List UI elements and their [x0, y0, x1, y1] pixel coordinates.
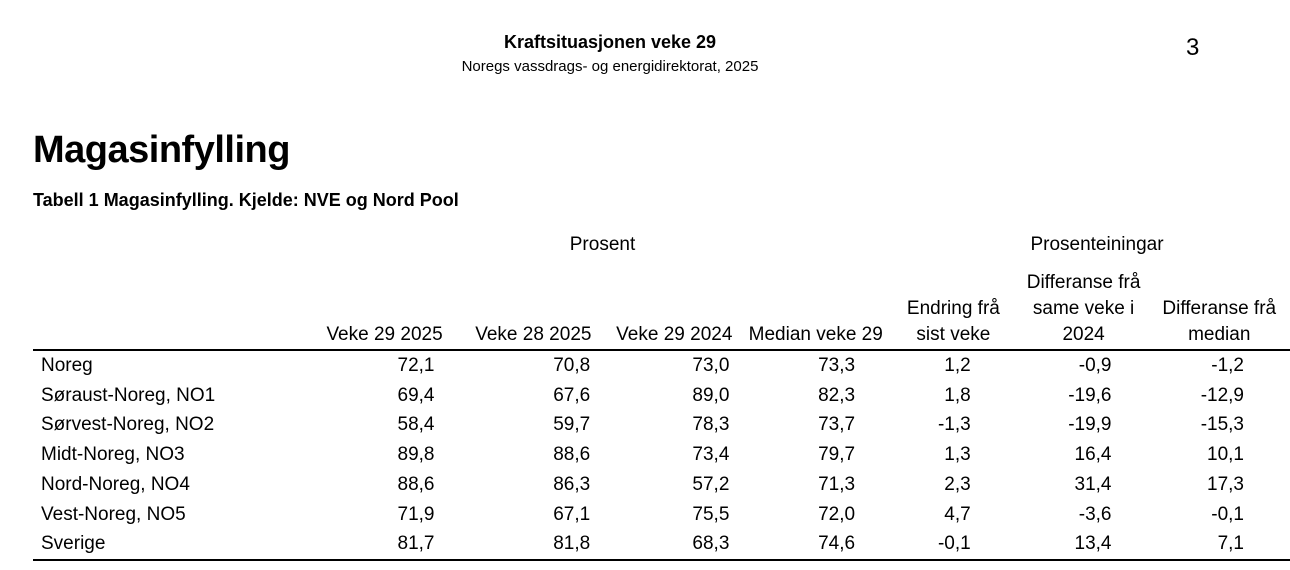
cell-median-week29: 74,6 — [743, 529, 889, 561]
cell-diff-median: -1,2 — [1211, 355, 1244, 376]
cell-week29-2024: 68,3 — [605, 529, 744, 561]
row-region: Noreg — [41, 355, 93, 376]
cell-diff-median: -12,9 — [1200, 384, 1244, 406]
column-header-diff-median: Differanse frå median — [1148, 268, 1290, 351]
cell-median-week29: 71,3 — [818, 473, 856, 495]
cell-week29-2024: 73,4 — [692, 444, 730, 466]
column-header-change-last-week: Endring frå sist veke — [888, 268, 1019, 351]
cell-diff-same-week-2024: 13,4 — [1018, 529, 1149, 561]
cell-diff-median: -15,3 — [1200, 414, 1244, 436]
table-row: Noreg 72,1 70,8 73,0 73,3 1,2 -0,9 -1,2 — [33, 350, 1290, 381]
cell-week29-2025: 71,9 — [397, 503, 435, 525]
table-caption: Tabell 1 Magasinfylling. Kjelde: NVE og … — [33, 190, 459, 210]
cell-week28-2025: 67,6 — [553, 384, 591, 406]
column-header-week28-2025: Veke 28 2025 — [461, 268, 606, 351]
cell-change-last-week: 1,8 — [944, 384, 971, 406]
row-region: Vest-Noreg, NO5 — [41, 503, 186, 525]
cell-diff-median: 10,1 — [1207, 444, 1244, 466]
cell-change-last-week: 2,3 — [944, 473, 971, 495]
cell-week29-2024: 78,3 — [692, 414, 730, 436]
cell-diff-median: 17,3 — [1207, 473, 1244, 495]
row-region: Sverige — [33, 529, 308, 561]
row-region: Nord-Noreg, NO4 — [41, 473, 190, 495]
cell-median-week29: 73,3 — [818, 355, 856, 376]
cell-week29-2024: 75,5 — [692, 503, 730, 525]
column-header-diff-same-week-2024: Differanse frå same veke i 2024 — [1018, 268, 1149, 351]
cell-change-last-week: 1,3 — [944, 444, 971, 466]
row-region: Søraust-Noreg, NO1 — [41, 384, 216, 406]
cell-diff-same-week-2024: -19,6 — [1068, 384, 1112, 406]
cell-week29-2024: 57,2 — [692, 473, 730, 495]
cell-week29-2024: 89,0 — [692, 384, 730, 406]
cell-week28-2025: 59,7 — [553, 414, 591, 436]
column-header-median-week29: Median veke 29 — [743, 268, 889, 351]
cell-week28-2025: 86,3 — [553, 473, 591, 495]
table-row: Nord-Noreg, NO4 88,6 86,3 57,2 71,3 2,3 … — [33, 470, 1290, 500]
group-header-prosenteiningar: Prosenteiningar — [1030, 234, 1164, 255]
group-header-prosent: Prosent — [569, 234, 636, 255]
cell-change-last-week: 4,7 — [944, 503, 971, 525]
cell-week28-2025: 70,8 — [553, 355, 591, 376]
cell-week29-2025: 81,7 — [307, 529, 462, 561]
cell-diff-same-week-2024: 16,4 — [1074, 444, 1112, 466]
column-header-week29-2024: Veke 29 2024 — [605, 268, 744, 351]
cell-change-last-week: -0,1 — [888, 529, 1019, 561]
cell-week28-2025: 81,8 — [461, 529, 606, 561]
cell-week29-2025: 58,4 — [397, 414, 435, 436]
cell-week29-2025: 72,1 — [397, 355, 435, 376]
cell-diff-same-week-2024: -0,9 — [1078, 355, 1112, 376]
cell-diff-median: -0,1 — [1211, 503, 1244, 525]
table-row: Sverige 81,7 81,8 68,3 74,6 -0,1 13,4 7,… — [33, 529, 1290, 561]
table-header: Veke 29 2025 Veke 28 2025 Veke 29 2024 M… — [33, 268, 1290, 351]
cell-median-week29: 72,0 — [818, 503, 856, 525]
table-row: Vest-Noreg, NO5 71,9 67,1 75,5 72,0 4,7 … — [33, 500, 1290, 530]
cell-week28-2025: 67,1 — [553, 503, 591, 525]
document-subtitle: Noregs vassdrags- og energidirektorat, 2… — [461, 58, 759, 75]
table-row: Søraust-Noreg, NO1 69,4 67,6 89,0 82,3 1… — [33, 381, 1290, 411]
cell-diff-median: 7,1 — [1148, 529, 1290, 561]
cell-week28-2025: 88,6 — [553, 444, 591, 466]
page-number: 3 — [1186, 34, 1200, 61]
table-body: Noreg 72,1 70,8 73,0 73,3 1,2 -0,9 -1,2 … — [33, 350, 1290, 561]
document-header: Kraftsituasjonen veke 29 Noregs vassdrag… — [0, 30, 1220, 78]
cell-diff-same-week-2024: -19,9 — [1068, 414, 1112, 436]
cell-median-week29: 82,3 — [818, 384, 856, 406]
cell-week29-2025: 88,6 — [397, 473, 435, 495]
document-title: Kraftsituasjonen veke 29 — [503, 32, 717, 52]
reservoir-table: Veke 29 2025 Veke 28 2025 Veke 29 2024 M… — [33, 268, 1290, 561]
row-region: Midt-Noreg, NO3 — [41, 444, 185, 466]
table-row: Sørvest-Noreg, NO2 58,4 59,7 78,3 73,7 -… — [33, 410, 1290, 440]
row-region: Sørvest-Noreg, NO2 — [41, 414, 215, 436]
cell-week29-2025: 69,4 — [397, 384, 435, 406]
cell-change-last-week: 1,2 — [944, 355, 971, 376]
table-row: Midt-Noreg, NO3 89,8 88,6 73,4 79,7 1,3 … — [33, 440, 1290, 470]
header-row: Veke 29 2025 Veke 28 2025 Veke 29 2024 M… — [33, 268, 1290, 351]
cell-week29-2025: 89,8 — [397, 444, 435, 466]
column-header-week29-2025: Veke 29 2025 — [307, 268, 462, 351]
cell-change-last-week: -1,3 — [937, 414, 971, 436]
section-title: Magasinfylling — [33, 129, 290, 171]
column-header-region — [33, 268, 308, 351]
cell-week29-2024: 73,0 — [692, 355, 730, 376]
cell-diff-same-week-2024: 31,4 — [1074, 473, 1112, 495]
cell-median-week29: 73,7 — [818, 414, 856, 436]
cell-diff-same-week-2024: -3,6 — [1078, 503, 1112, 525]
cell-median-week29: 79,7 — [818, 444, 856, 466]
